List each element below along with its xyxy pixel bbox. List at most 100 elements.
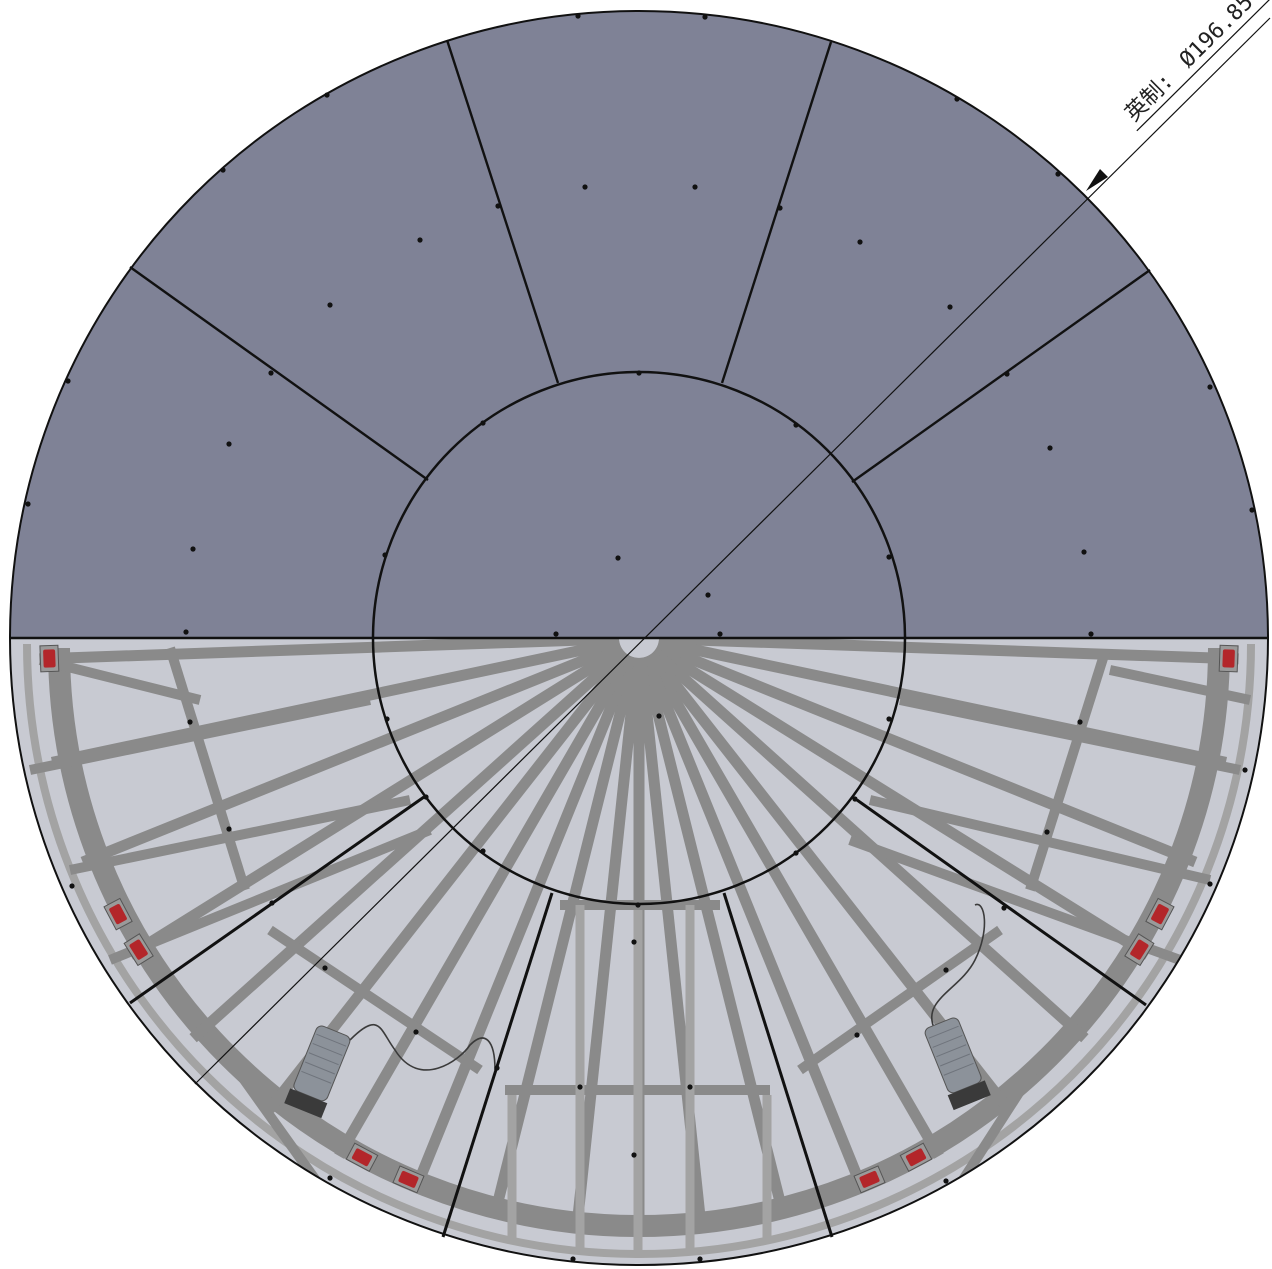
caster-roller [109, 904, 127, 925]
fastener-dot [413, 1029, 419, 1035]
fastener-dot [702, 14, 708, 20]
motor-fin [928, 1025, 959, 1039]
frame-rail [165, 646, 250, 892]
panel-seams [129, 39, 1151, 1238]
frame-cross-member [868, 795, 1212, 885]
fastener-dot [717, 631, 723, 637]
bottom-segment-seam [722, 892, 834, 1238]
top-panel-seam [129, 266, 429, 481]
fastener-dot [854, 1032, 860, 1038]
fastener-dot [582, 184, 588, 190]
frame-spoke [638, 656, 790, 1220]
frame-spoke [189, 647, 628, 1043]
caster-wheel [39, 644, 60, 673]
frame-cross-member [38, 655, 202, 705]
fastener-dot [190, 546, 196, 552]
fastener-dot [631, 1152, 637, 1158]
fastener-dot [1044, 829, 1050, 835]
fastener-dot [1081, 549, 1087, 555]
fastener-dot [417, 237, 423, 243]
dimension-arrow [1086, 169, 1108, 191]
frame-cross-member [68, 795, 412, 875]
frame-spoke [80, 640, 623, 868]
frame-spoke [641, 654, 869, 1195]
fastener-dot [857, 239, 863, 245]
motor-fin [304, 1061, 336, 1075]
motor-fin [936, 1044, 967, 1058]
bottom-segment-seam [129, 795, 425, 1005]
fastener-dot [322, 965, 328, 971]
fastener-dots [25, 13, 1255, 1262]
motor-gearbox [284, 1088, 328, 1119]
fastener-dot [1004, 371, 1010, 377]
motor-fin [301, 1070, 332, 1084]
caster-roller [398, 1170, 419, 1188]
fastener-dot [656, 713, 662, 719]
caster-roller [905, 1148, 927, 1167]
motor-gearbox [947, 1080, 991, 1111]
fastener-dot [494, 1065, 500, 1071]
motor-fin [312, 1042, 343, 1056]
underside-parts [39, 644, 1239, 1194]
top-panel-half [10, 11, 1268, 638]
fastener-dot [705, 592, 711, 598]
fastener-dot [615, 555, 621, 561]
frame-spoke [39, 638, 620, 665]
motor-fin [943, 1062, 974, 1076]
fastener-dot [226, 441, 232, 447]
frame-cross-member [848, 835, 1182, 965]
fastener-dot [947, 304, 953, 310]
fastener-dot [25, 501, 31, 507]
frame-spoke [127, 643, 625, 960]
rim-rail [23, 643, 1255, 1258]
fastener-dot [495, 203, 501, 209]
frame-spoke [488, 656, 640, 1220]
caster-roller [1151, 904, 1169, 925]
fastener-dot [69, 883, 75, 889]
fastener-dot [553, 631, 559, 637]
fastener-dot [1249, 507, 1255, 513]
fastener-dot [687, 1084, 693, 1090]
fastener-dot [577, 1084, 583, 1090]
frame-spoke [657, 638, 1228, 768]
frame-spoke [570, 657, 643, 1234]
fastener-dot [1047, 445, 1053, 451]
caster-wheel [123, 933, 154, 967]
caster-roller [859, 1170, 880, 1188]
fastener-dot [1207, 384, 1213, 390]
frame-spoke [658, 638, 1239, 665]
frame-cross-member [267, 925, 483, 1075]
caster-roller [43, 649, 56, 668]
fastener-dot [183, 629, 189, 635]
fastener-dot [777, 205, 783, 211]
caster-wheel [392, 1165, 425, 1194]
top-panel-seam [720, 41, 833, 384]
fastener-dot [1001, 905, 1007, 911]
caster-wheel [1145, 897, 1175, 931]
underside-frame [23, 638, 1255, 1258]
fastener-dot [631, 939, 637, 945]
dimension-text-underline [1136, 0, 1272, 132]
caster-wheel [1218, 644, 1239, 673]
fastener-dot [570, 1256, 576, 1262]
frame-cross-member [108, 825, 432, 965]
motor-cable [930, 903, 986, 1031]
frame-spoke [655, 640, 1198, 868]
fastener-dot [1242, 767, 1248, 773]
caster-wheel [1124, 933, 1155, 967]
caster-roller [1222, 649, 1235, 668]
top-panel-seam [851, 269, 1151, 483]
fastener-dot [268, 370, 274, 376]
fastener-dot [886, 554, 892, 560]
fastener-dot [886, 716, 892, 722]
drive-motor [284, 1025, 351, 1119]
frame-cross-member [898, 695, 1242, 775]
caster-roller [129, 939, 148, 960]
frame-rail [1025, 650, 1110, 892]
dimension-label: 英制: Ø196.85 [1121, 0, 1259, 127]
motor-fin [932, 1034, 963, 1048]
frame-cross-member [797, 925, 1003, 1075]
fastener-dot [187, 719, 193, 725]
motor-fin [939, 1053, 971, 1067]
